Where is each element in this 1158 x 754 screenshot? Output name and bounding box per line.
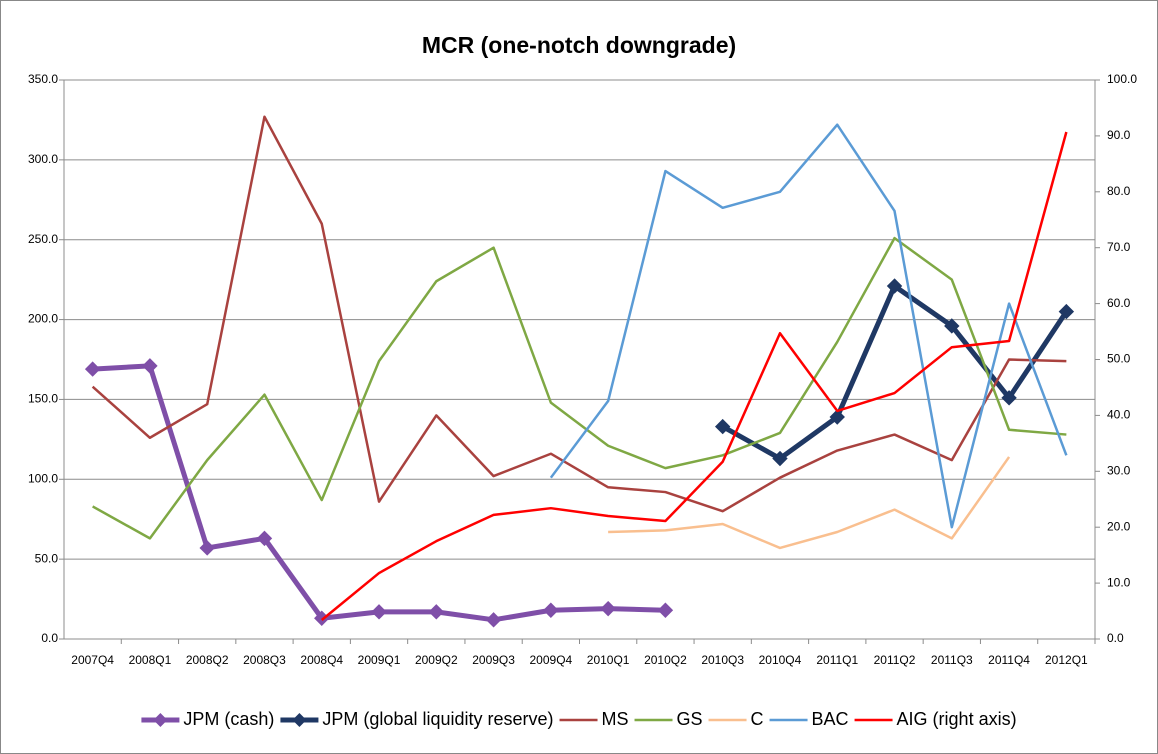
y2-tick-label: 20.0 xyxy=(1107,519,1131,533)
point-marker xyxy=(1058,303,1075,320)
y2-tick-label: 50.0 xyxy=(1107,352,1131,366)
x-tick-label: 2009Q2 xyxy=(415,653,458,667)
point-marker xyxy=(543,602,559,618)
point-marker xyxy=(714,418,731,435)
point-marker xyxy=(256,530,273,547)
x-tick-label: 2010Q1 xyxy=(587,653,630,667)
x-tick-label: 2011Q1 xyxy=(816,653,858,667)
y2-tick-label: 90.0 xyxy=(1107,128,1131,142)
point-marker xyxy=(944,318,960,334)
y-tick-label: 100.0 xyxy=(28,471,58,485)
series-line xyxy=(608,456,1011,550)
y-tick-label: 150.0 xyxy=(28,392,58,406)
x-tick-label: 2007Q4 xyxy=(71,653,114,667)
y-tick-label: 300.0 xyxy=(28,152,58,166)
legend-label: GS xyxy=(677,709,703,729)
y-tick-label: 0.0 xyxy=(41,631,58,645)
x-tick-label: 2010Q3 xyxy=(701,653,744,667)
y2-tick-label: 40.0 xyxy=(1107,408,1131,422)
y2-tick-label: 100.0 xyxy=(1107,72,1137,86)
legend-label: JPM (global liquidity reserve) xyxy=(322,709,553,729)
y2-tick-label: 80.0 xyxy=(1107,184,1131,198)
point-marker xyxy=(428,604,445,620)
point-marker xyxy=(371,604,387,620)
point-marker xyxy=(199,540,215,556)
x-tick-label: 2008Q3 xyxy=(243,653,286,667)
x-tick-label: 2008Q4 xyxy=(300,653,343,667)
legend-label: C xyxy=(751,709,764,729)
point-marker xyxy=(772,450,788,467)
x-tick-label: 2008Q1 xyxy=(129,653,172,667)
legend-label: MS xyxy=(602,709,629,729)
series-line xyxy=(91,115,1067,513)
legend-label: AIG (right axis) xyxy=(897,709,1017,729)
y2-tick-label: 60.0 xyxy=(1107,296,1131,310)
legend-label: JPM (cash) xyxy=(183,709,274,729)
point-marker xyxy=(84,361,101,377)
series-line xyxy=(549,123,1068,529)
y-tick-label: 350.0 xyxy=(28,72,58,86)
y-tick-label: 200.0 xyxy=(28,312,58,326)
x-tick-label: 2012Q1 xyxy=(1045,653,1088,667)
x-tick-label: 2009Q4 xyxy=(530,653,573,667)
series-line xyxy=(320,131,1068,621)
x-tick-label: 2011Q2 xyxy=(874,653,916,667)
y2-tick-label: 70.0 xyxy=(1107,240,1131,254)
x-tick-label: 2009Q1 xyxy=(358,653,401,667)
x-tick-label: 2011Q4 xyxy=(988,653,1030,667)
x-tick-label: 2011Q3 xyxy=(931,653,973,667)
legend-label: BAC xyxy=(812,709,849,729)
y2-tick-label: 10.0 xyxy=(1107,575,1131,589)
y2-tick-label: 0.0 xyxy=(1107,631,1124,645)
point-marker xyxy=(657,602,674,618)
legend-marker xyxy=(292,713,307,727)
point-marker xyxy=(142,358,158,374)
x-tick-label: 2010Q4 xyxy=(759,653,802,667)
point-marker xyxy=(485,612,502,628)
point-marker xyxy=(600,600,616,617)
point-marker xyxy=(886,278,903,294)
y-tick-label: 250.0 xyxy=(28,232,58,246)
point-marker xyxy=(829,409,845,425)
y2-tick-label: 30.0 xyxy=(1107,463,1131,477)
series-line xyxy=(92,236,1067,540)
x-tick-label: 2009Q3 xyxy=(472,653,515,667)
y-tick-label: 50.0 xyxy=(35,551,59,565)
point-marker xyxy=(1001,390,1017,406)
legend-marker xyxy=(153,713,168,727)
chart-title: MCR (one-notch downgrade) xyxy=(422,32,736,58)
x-tick-label: 2008Q2 xyxy=(186,653,229,667)
x-tick-label: 2010Q2 xyxy=(644,653,687,667)
